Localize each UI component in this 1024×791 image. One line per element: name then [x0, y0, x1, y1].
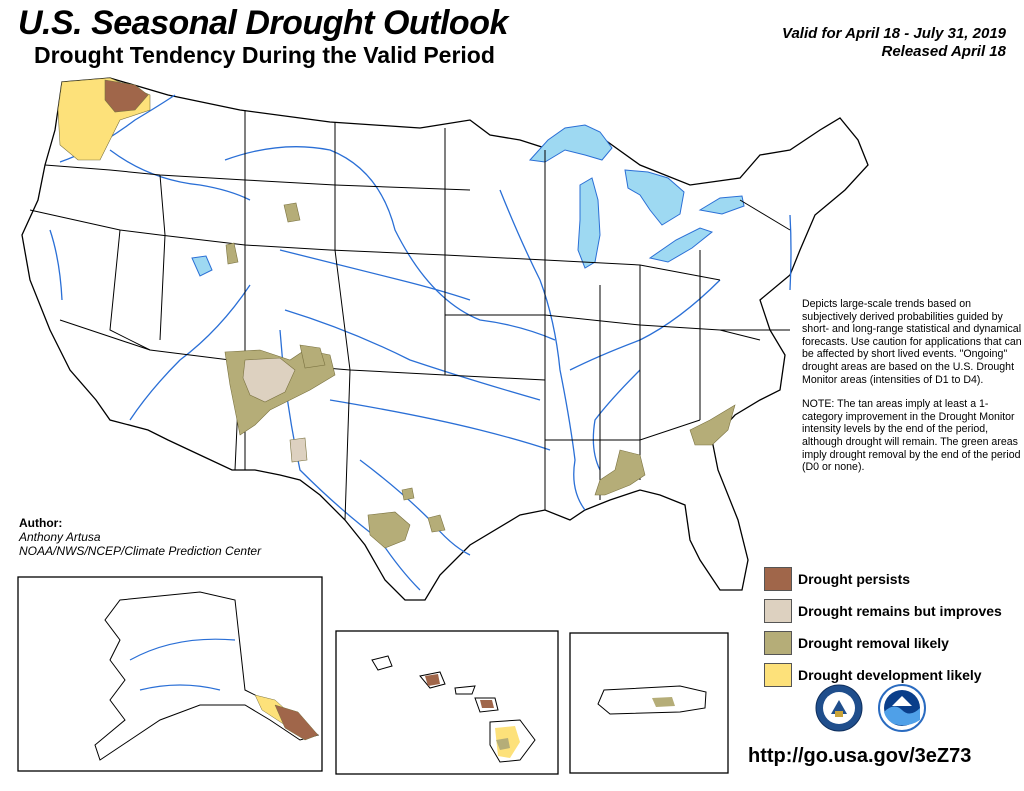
tennessee-river	[592, 369, 641, 471]
legend-item-persists: Drought persists	[764, 563, 1002, 595]
drought-areas	[57, 77, 736, 549]
description-paragraph-1: Depicts large-scale trends based on subj…	[802, 298, 1022, 386]
description-text: Depicts large-scale trends based on subj…	[802, 298, 1024, 486]
legend-label-removal: Drought removal likely	[798, 635, 949, 651]
red-river	[329, 399, 551, 451]
alaska-drought-persists	[274, 704, 319, 741]
hawaii-drought-persists-maui	[425, 674, 440, 686]
hudson-river	[789, 214, 792, 291]
drought-improves-new-mexico	[289, 437, 308, 463]
sacramento-river	[49, 229, 63, 301]
hawaii-drought-removal-big-island	[496, 738, 510, 750]
lake-huron	[624, 169, 685, 226]
map-title: U.S. Seasonal Drought Outlook	[18, 4, 508, 42]
legend-swatch-persists	[764, 567, 792, 591]
alaska-rivers	[129, 638, 236, 691]
drought-removal-colorado-north	[299, 344, 326, 369]
great-salt-lake	[191, 255, 213, 277]
drought-persists-washington	[104, 79, 149, 113]
legend: Drought persists Drought remains but imp…	[764, 563, 1002, 691]
colorado-river	[129, 284, 251, 421]
release-date: Released April 18	[881, 43, 1006, 60]
author-organization: NOAA/NWS/NCEP/Climate Prediction Center	[19, 544, 262, 558]
author-label: Author:	[19, 516, 63, 530]
author-block: Author: Anthony Artusa NOAA/NWS/NCEP/Cli…	[19, 516, 261, 558]
legend-label-persists: Drought persists	[798, 571, 911, 587]
noaa-logo-icon	[878, 684, 926, 732]
snake-river	[109, 149, 251, 201]
legend-swatch-improves	[764, 599, 792, 623]
map-subtitle: Drought Tendency During the Valid Period	[34, 42, 495, 68]
legend-swatch-removal	[764, 631, 792, 655]
platte-river	[279, 249, 471, 301]
arkansas-river	[284, 309, 541, 401]
lake-erie	[648, 227, 714, 263]
validity-block: Valid for April 18 - July 31, 2019 Relea…	[782, 25, 1006, 61]
drought-improves-southwest	[242, 357, 296, 403]
drought-removal-texas-west	[367, 511, 411, 549]
legend-label-development: Drought development likely	[798, 667, 982, 683]
drought-removal-texas-north	[401, 487, 415, 501]
drought-removal-georgia-alabama	[594, 449, 646, 496]
mississippi-river	[499, 189, 586, 511]
legend-label-improves: Drought remains but improves	[798, 603, 1002, 619]
hawaii-drought-persists-molokai	[480, 700, 494, 708]
valid-period: Valid for April 18 - July 31, 2019	[782, 25, 1006, 42]
lake-superior	[528, 124, 613, 163]
author-name: Anthony Artusa	[19, 530, 101, 544]
legend-item-development: Drought development likely	[764, 659, 1002, 691]
drought-removal-idaho-utah	[225, 242, 239, 265]
drought-removal-carolinas	[689, 404, 736, 446]
missouri-river	[224, 146, 556, 341]
drought-removal-texas-central	[427, 514, 446, 533]
doc-seal-icon	[815, 684, 863, 732]
lake-ontario	[698, 195, 745, 215]
puerto-rico-drought-removal	[652, 697, 675, 707]
great-lakes	[191, 124, 745, 277]
description-note: NOTE: The tan areas imply at least a 1-c…	[802, 398, 1021, 474]
puerto-rico-outline	[597, 685, 707, 715]
lake-michigan	[577, 177, 601, 269]
drought-removal-wyoming	[283, 202, 301, 223]
outlook-url-link[interactable]: http://go.usa.gov/3eZ73	[748, 745, 972, 767]
legend-item-improves: Drought remains but improves	[764, 595, 1002, 627]
legend-swatch-development	[764, 663, 792, 687]
legend-item-removal: Drought removal likely	[764, 627, 1002, 659]
